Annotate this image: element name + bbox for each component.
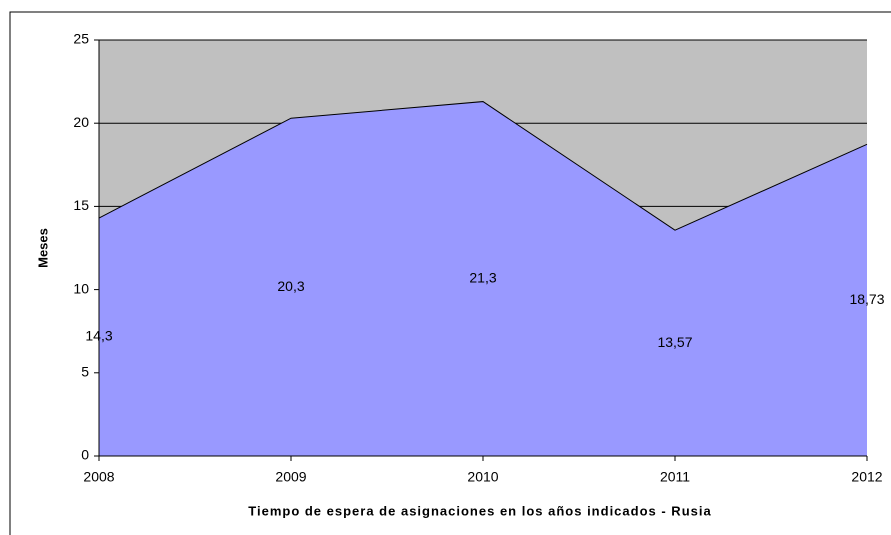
- data-label: 21,3: [469, 269, 496, 285]
- x-axis-label: Tiempo de espera de asignaciones en los …: [248, 503, 711, 518]
- y-tick-label: 5: [81, 364, 89, 380]
- y-tick-label: 20: [73, 114, 89, 130]
- data-label: 18,73: [849, 291, 884, 307]
- x-tick-label: 2010: [467, 469, 498, 485]
- x-tick-label: 2009: [275, 469, 306, 485]
- data-label: 13,57: [657, 334, 692, 350]
- y-tick-label: 25: [73, 31, 89, 47]
- area-edge: [98, 101, 868, 231]
- x-tick-label: 2008: [83, 469, 114, 485]
- y-tick-label: 15: [73, 197, 89, 213]
- x-tick-label: 2011: [660, 469, 690, 485]
- x-tick-label: 2012: [851, 469, 882, 485]
- y-tick-label: 0: [81, 447, 89, 463]
- data-label: 20,3: [277, 278, 304, 294]
- area: [99, 101, 867, 457]
- y-axis-label: Meses: [35, 228, 50, 268]
- y-tick-label: 10: [73, 280, 89, 296]
